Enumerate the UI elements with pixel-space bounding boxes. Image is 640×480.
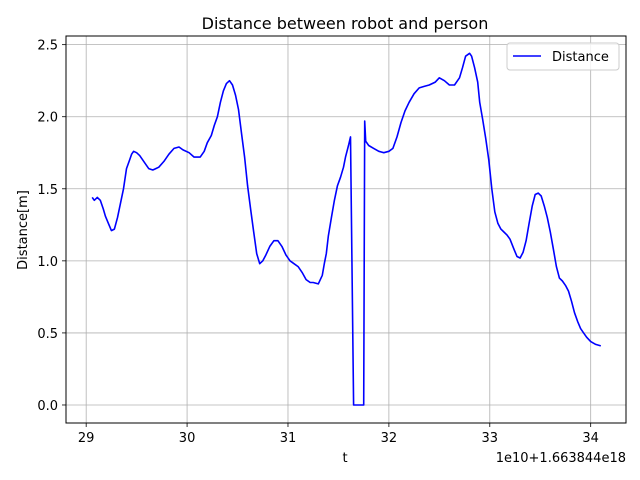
x-tick-label: 30 [179,431,196,446]
plot-frame [65,35,627,424]
y-tick-label: 2.0 [37,111,58,126]
x-tick-label: 31 [280,431,297,446]
y-tick-label: 1.0 [37,255,58,270]
grid-lines [66,36,626,423]
legend: Distance [506,42,620,71]
legend-box [506,42,620,71]
x-tick-label: 33 [482,431,499,446]
series-line-distance [91,52,602,406]
y-tick-label: 0.5 [37,327,58,342]
x-axis-label: t [342,451,347,466]
legend-label-distance: Distance [552,50,609,65]
x-tick-label: 29 [78,431,95,446]
y-tick-label: 1.5 [37,183,58,198]
x-tick-label: 32 [381,431,398,446]
tick-layer: 29 30 31 32 33 34 0.0 0.5 1.0 1.5 2.0 2.5 [37,39,599,446]
series-line-layer [91,52,602,406]
x-tick-label: 34 [582,431,599,446]
y-axis-label: Distance[m] [16,190,31,270]
y-tick-label: 0.0 [37,399,58,414]
y-tick-label: 2.5 [37,39,58,54]
x-offset-label: 1e10+1.663844e18 [496,451,626,466]
chart-title: Distance between robot and person [202,14,489,33]
